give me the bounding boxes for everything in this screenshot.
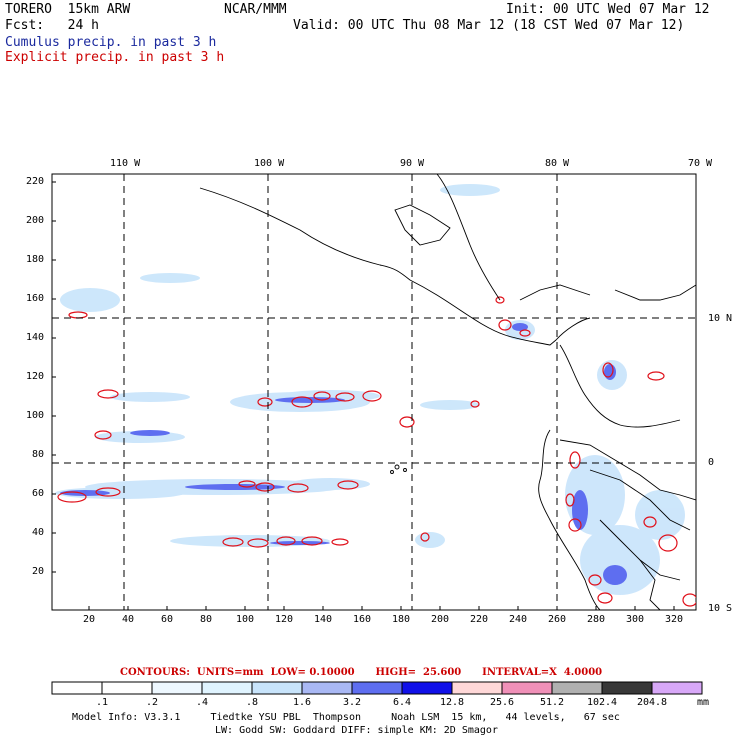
y-tick: 220 [26, 176, 45, 187]
graticule [52, 174, 696, 610]
model-info: Model Info: V3.3.1 Tiedtke YSU PBL Thomp… [72, 712, 620, 723]
colorbar-level: 204.8 [636, 697, 668, 708]
colorbar-box [51, 681, 103, 695]
y-tick: 180 [26, 254, 45, 265]
map-frame [51, 173, 697, 611]
colorbar-unit: mm [697, 697, 710, 708]
x-tick: 280 [587, 614, 606, 625]
lat-label: 10 S [708, 603, 733, 614]
y-tick: 120 [26, 371, 45, 382]
explicit-precip-contours [57, 296, 696, 607]
lon-label: 70 W [688, 158, 713, 169]
x-tick: 40 [122, 614, 135, 625]
y-tick: 160 [26, 293, 45, 304]
y-tick: 40 [32, 527, 45, 538]
x-tick: 100 [236, 614, 255, 625]
colorbar-level: .4 [195, 697, 209, 708]
colorbar-level: 6.4 [392, 697, 412, 708]
colorbar-level: 25.6 [489, 697, 515, 708]
x-tick: 60 [161, 614, 174, 625]
lon-label: 90 W [400, 158, 425, 169]
colorbar-level: 102.4 [586, 697, 618, 708]
x-tick: 180 [392, 614, 411, 625]
x-tick: 260 [548, 614, 567, 625]
x-tick: 20 [83, 614, 96, 625]
x-tick: 240 [509, 614, 528, 625]
colorbar-level: .2 [145, 697, 159, 708]
colorbar-box [601, 681, 653, 695]
colorbar-box [501, 681, 553, 695]
cumulus-precip-heavy [60, 323, 627, 585]
x-tick: 200 [431, 614, 450, 625]
colorbar-box [401, 681, 453, 695]
y-tick: 80 [32, 449, 45, 460]
colorbar-box [551, 681, 603, 695]
colorbar-box [301, 681, 353, 695]
center-label: NCAR/MMM [224, 2, 287, 17]
model-title: TORERO 15km ARW [5, 2, 131, 17]
y-tick: 140 [26, 332, 45, 343]
x-tick: 160 [353, 614, 372, 625]
x-tick: 140 [314, 614, 333, 625]
lon-label: 80 W [545, 158, 570, 169]
colorbar-box [351, 681, 403, 695]
x-tick: 320 [665, 614, 684, 625]
x-tick: 300 [626, 614, 645, 625]
x-tick: 80 [200, 614, 213, 625]
coastlines [199, 174, 696, 610]
y-tick: 200 [26, 215, 45, 226]
valid-time: Valid: 00 UTC Thu 08 Mar 12 (18 CST Wed … [293, 18, 685, 33]
colorbar-level: 51.2 [539, 697, 565, 708]
y-tick: 100 [26, 410, 45, 421]
colorbar-level: 1.6 [292, 697, 312, 708]
colorbar-box [151, 681, 203, 695]
forecast-hour: Fcst: 24 h [5, 18, 99, 33]
y-tick: 20 [32, 566, 45, 577]
colorbar-level: 12.8 [439, 697, 465, 708]
init-time: Init: 00 UTC Wed 07 Mar 12 [506, 2, 710, 17]
colorbar-box [201, 681, 253, 695]
colorbar-level: .8 [245, 697, 259, 708]
colorbar-level: .1 [95, 697, 109, 708]
colorbar-level: 3.2 [342, 697, 362, 708]
lat-label: 10 N [708, 313, 733, 324]
physics-info: LW: Godd SW: Goddard DIFF: simple KM: 2D… [215, 725, 498, 736]
y-tick: 60 [32, 488, 45, 499]
lon-label: 100 W [254, 158, 285, 169]
colorbar-box [651, 681, 703, 695]
field-explicit-label: Explicit precip. in past 3 h [5, 50, 225, 65]
colorbar [51, 681, 703, 695]
colorbar-box [101, 681, 153, 695]
contour-info: CONTOURS: UNITS=mm LOW= 0.10000 HIGH= 25… [120, 667, 603, 678]
axis-ticks [52, 181, 675, 610]
lon-label: 110 W [110, 158, 141, 169]
x-tick: 220 [470, 614, 489, 625]
colorbar-box [251, 681, 303, 695]
x-tick: 120 [275, 614, 294, 625]
colorbar-box [451, 681, 503, 695]
lat-label: 0 [708, 457, 715, 468]
field-cumulus-label: Cumulus precip. in past 3 h [5, 35, 217, 50]
